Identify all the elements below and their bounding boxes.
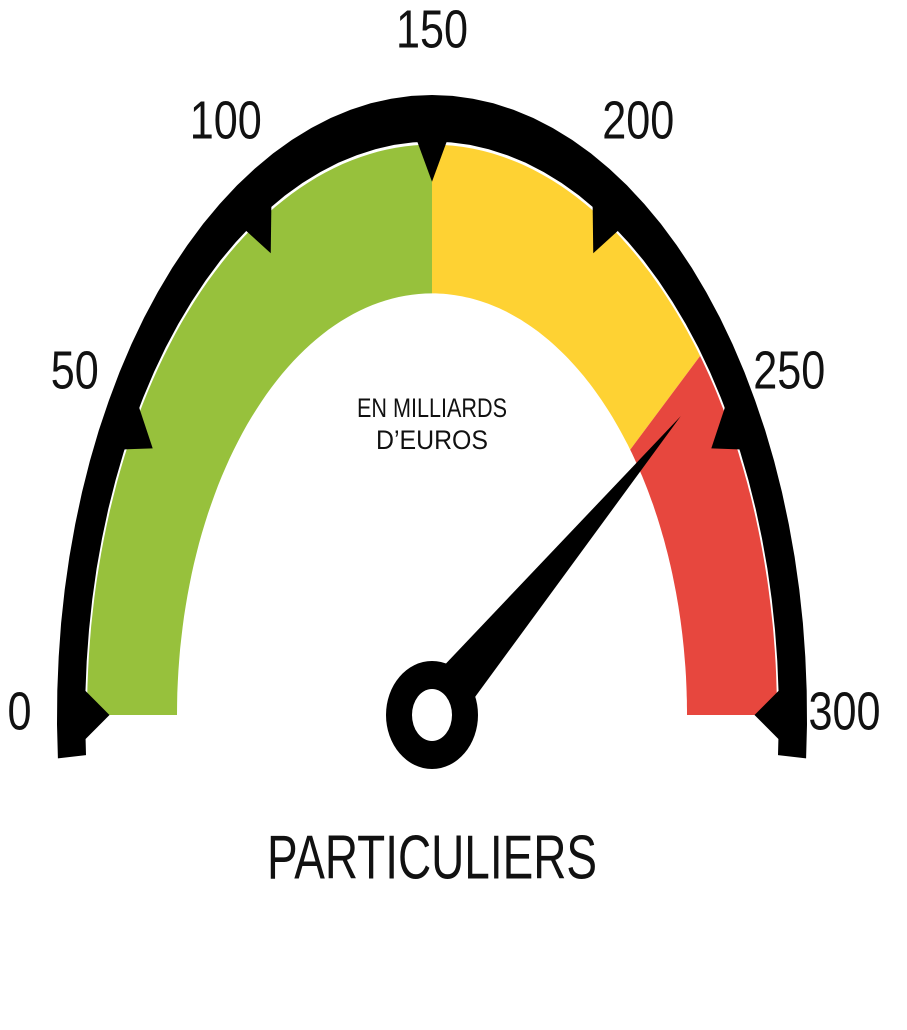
tick-mark: [592, 203, 620, 254]
subtitle-line: D’EUROS: [376, 425, 488, 455]
tick-mark: [244, 203, 272, 254]
gauge-band: [432, 144, 701, 450]
tick-mark: [416, 138, 448, 182]
tick-label: 50: [51, 341, 99, 401]
needle-hub-hole: [412, 689, 452, 741]
tick-mark: [754, 689, 781, 741]
tick-label: 0: [7, 682, 31, 742]
tick-mark: [83, 689, 110, 741]
tick-label: 200: [602, 91, 674, 151]
tick-mark: [711, 404, 742, 450]
tick-label: 100: [190, 91, 262, 151]
needle: [419, 416, 681, 739]
gauge-band: [630, 356, 777, 715]
tick-mark: [122, 404, 153, 450]
gauge-band: [87, 144, 432, 716]
chart-title: PARTICULIERS: [267, 823, 597, 892]
gauge: 0 50 100 150 200 250 300: [7, 0, 881, 769]
subtitle-line: EN MILLIARDS: [357, 393, 507, 423]
tick-label: 300: [808, 682, 880, 742]
tick-label: 150: [396, 0, 468, 59]
tick-label: 250: [753, 341, 825, 401]
